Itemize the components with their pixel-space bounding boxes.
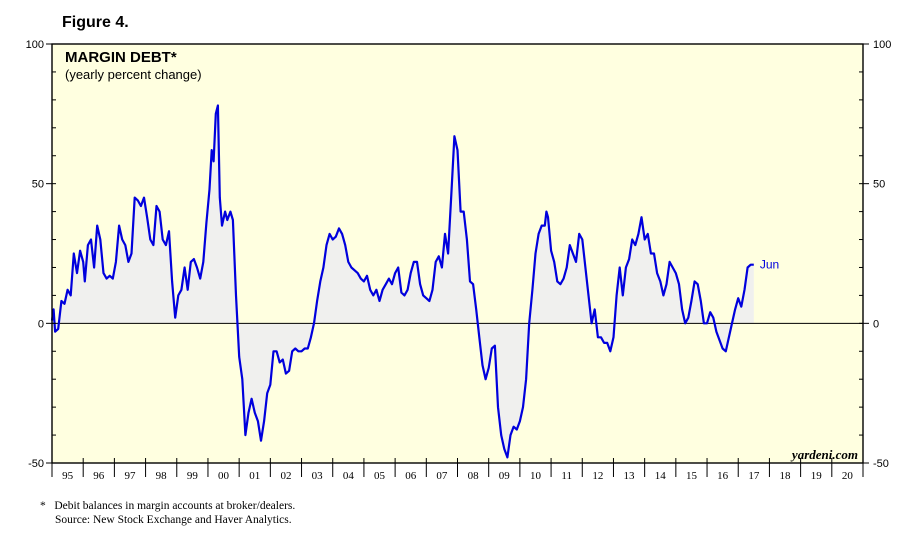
x-tick-label: 10 bbox=[530, 470, 542, 482]
y-tick-label-right: -50 bbox=[873, 458, 889, 470]
chart-title: MARGIN DEBT* bbox=[65, 49, 177, 66]
x-tick-label: 04 bbox=[343, 470, 355, 482]
y-tick-label-left: -50 bbox=[28, 458, 44, 470]
footnote-text: Debit balances in margin accounts at bro… bbox=[54, 500, 296, 512]
y-tick-label-left: 50 bbox=[32, 179, 44, 191]
last-point-label: Jun bbox=[760, 258, 779, 272]
x-tick-label: 17 bbox=[748, 470, 760, 482]
y-tick-label-right: 50 bbox=[873, 179, 885, 191]
x-tick-label: 95 bbox=[62, 470, 74, 482]
brand-label: yardeni.com bbox=[790, 447, 858, 462]
x-tick-label: 12 bbox=[592, 470, 603, 482]
x-tick-label: 96 bbox=[93, 470, 105, 482]
x-tick-label: 02 bbox=[280, 470, 291, 482]
footnote-definition: * Debit balances in margin accounts at b… bbox=[40, 499, 295, 513]
footnote-marker: * bbox=[40, 500, 46, 512]
x-tick-label: 13 bbox=[624, 470, 636, 482]
x-tick-label: 18 bbox=[780, 470, 792, 482]
y-tick-label-left: 0 bbox=[38, 318, 44, 330]
source-text: Source: New Stock Exchange and Haver Ana… bbox=[55, 514, 292, 526]
x-tick-label: 19 bbox=[811, 470, 823, 482]
x-tick-label: 99 bbox=[187, 470, 199, 482]
figure-label: Figure 4. bbox=[62, 14, 129, 31]
x-tick-label: 00 bbox=[218, 470, 230, 482]
x-tick-label: 20 bbox=[842, 470, 854, 482]
y-tick-label-left: 100 bbox=[26, 39, 44, 51]
x-tick-label: 16 bbox=[717, 470, 729, 482]
footnote-source: Source: New Stock Exchange and Haver Ana… bbox=[55, 513, 292, 527]
x-tick-label: 15 bbox=[686, 470, 698, 482]
y-tick-label-right: 100 bbox=[873, 39, 891, 51]
x-tick-label: 03 bbox=[312, 470, 324, 482]
x-tick-label: 98 bbox=[156, 470, 168, 482]
x-tick-label: 05 bbox=[374, 470, 386, 482]
x-tick-label: 07 bbox=[436, 470, 448, 482]
series-line bbox=[50, 104, 754, 459]
area-fill bbox=[52, 105, 754, 458]
x-tick-label: 97 bbox=[124, 470, 136, 482]
x-tick-label: 11 bbox=[561, 470, 572, 482]
plot-frame bbox=[51, 43, 864, 464]
x-tick-label: 08 bbox=[468, 470, 480, 482]
x-tick-label: 09 bbox=[499, 470, 511, 482]
x-tick-label: 14 bbox=[655, 470, 667, 482]
x-tick-label: 06 bbox=[405, 470, 417, 482]
y-tick-label-right: 0 bbox=[873, 318, 879, 330]
x-tick-label: 01 bbox=[249, 470, 260, 482]
chart-subtitle: (yearly percent change) bbox=[65, 67, 202, 82]
